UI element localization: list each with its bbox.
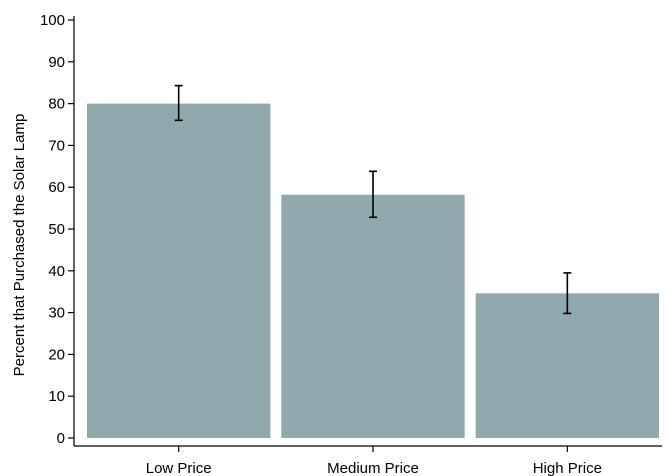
bar-high-price — [475, 293, 659, 438]
y-tick-label: 60 — [48, 179, 65, 196]
bar-group — [87, 103, 659, 438]
y-tick-label: 20 — [48, 346, 65, 363]
y-tick-label: 0 — [57, 430, 65, 447]
y-tick-label: 80 — [48, 96, 65, 113]
y-tick-label: 100 — [40, 12, 65, 29]
x-tick-label: High Price — [533, 460, 602, 476]
bar-low-price — [87, 103, 271, 438]
y-tick-label: 50 — [48, 221, 65, 238]
y-tick-label: 90 — [48, 54, 65, 71]
y-tick-label: 70 — [48, 137, 65, 154]
error-bar-group — [174, 84, 572, 315]
x-tick-group: Low Price Medium Price High Price — [146, 446, 602, 476]
y-axis-title: Percent that Purchased the Solar Lamp — [11, 114, 28, 377]
y-tick-group: 0 10 20 30 40 50 60 70 80 90 100 — [40, 12, 74, 447]
bar-medium-price — [281, 194, 465, 438]
x-tick-label: Medium Price — [327, 460, 419, 476]
y-tick-label: 30 — [48, 305, 65, 322]
y-tick-label: 10 — [48, 388, 65, 405]
x-tick-label: Low Price — [146, 460, 212, 476]
y-tick-label: 40 — [48, 263, 65, 280]
